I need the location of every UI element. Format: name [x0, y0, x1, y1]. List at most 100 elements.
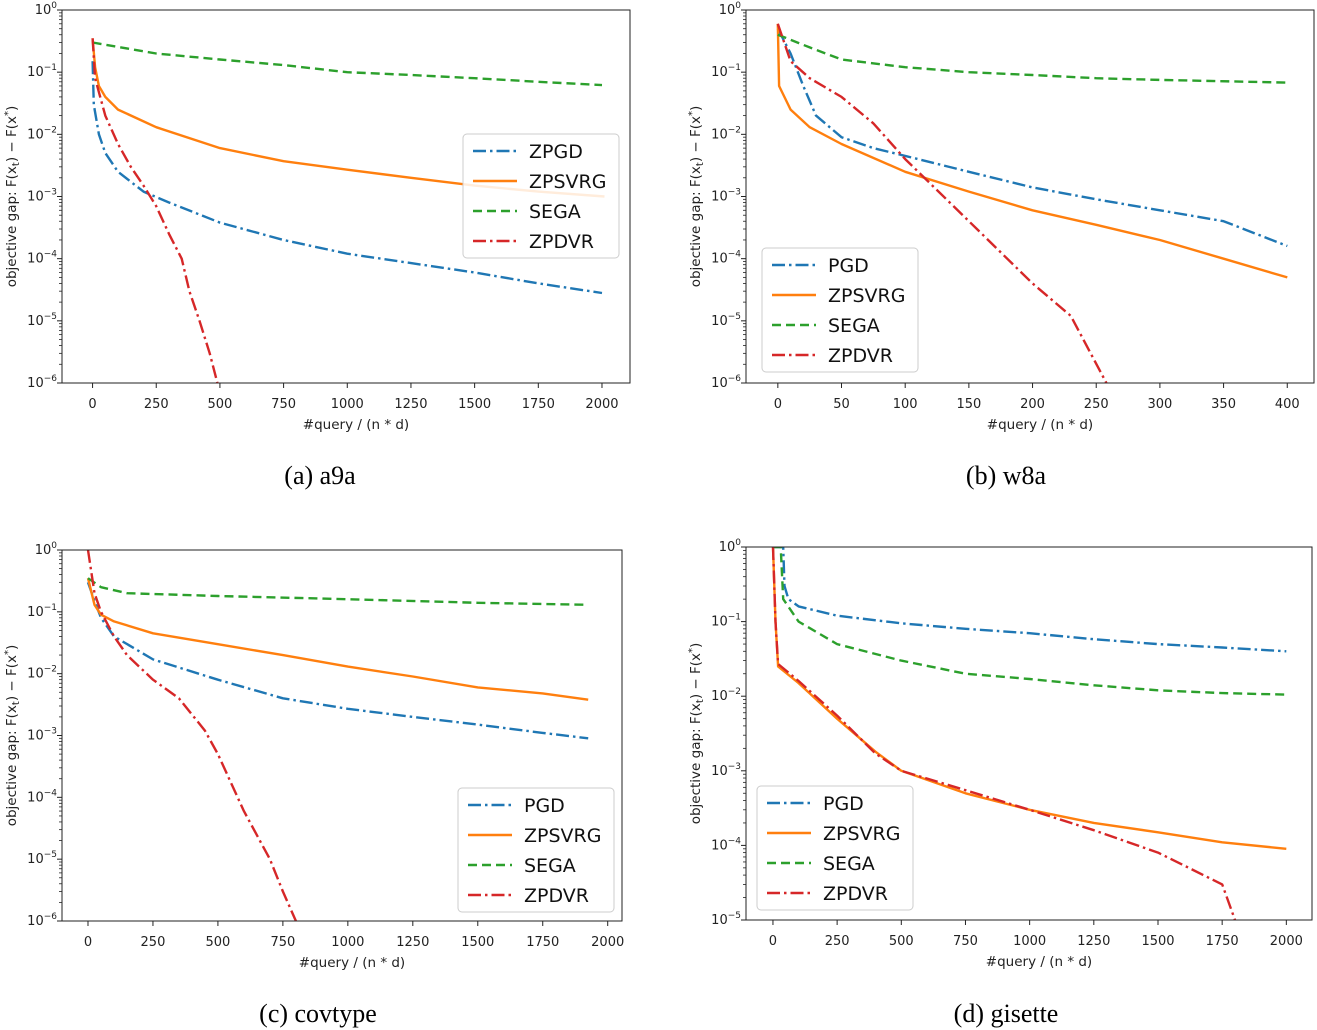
y-tick-label: 10−4: [27, 788, 57, 805]
subplot-caption: (d) gisette: [954, 999, 1059, 1028]
y-tick-base: 10: [711, 689, 728, 704]
y-tick-exponent: −1: [728, 613, 741, 623]
legend-label-sega: SEGA: [828, 315, 880, 337]
y-tick-label: 10−2: [711, 687, 741, 704]
y-tick-exponent: −2: [44, 125, 57, 135]
y-tick-base: 10: [27, 252, 44, 267]
y-tick-label: 10−6: [27, 374, 57, 391]
y-tick-exponent: 0: [735, 1, 741, 11]
legend: ZPGD ZPSVRG SEGA ZPDVR: [462, 133, 620, 259]
y-tick-exponent: −3: [728, 762, 741, 772]
y-tick-exponent: −3: [44, 188, 57, 198]
y-tick-base: 10: [711, 127, 728, 142]
y-tick-label: 100: [35, 1, 58, 18]
x-tick-label: 250: [144, 397, 169, 412]
x-tick-label: 2000: [591, 935, 624, 950]
x-tick-label: 1750: [522, 397, 555, 412]
legend: PGD ZPSVRG SEGA ZPDVR: [761, 247, 919, 373]
legend-label-pgd: PGD: [828, 255, 869, 277]
y-label-sup: *: [687, 648, 698, 653]
y-tick-base: 10: [719, 540, 736, 555]
y-tick-base: 10: [27, 914, 44, 929]
x-tick-label: 1500: [1141, 934, 1174, 949]
y-tick-label: 10−4: [711, 836, 741, 853]
y-tick-exponent: −4: [728, 836, 742, 846]
legend-label-zpsvrg: ZPSVRG: [828, 285, 905, 307]
y-tick-label: 10−3: [27, 188, 57, 205]
x-tick-label: 1000: [1013, 934, 1046, 949]
y-tick-exponent: −3: [728, 188, 741, 198]
legend-label-zpsvrg: ZPSVRG: [524, 825, 601, 847]
y-tick-base: 10: [27, 190, 44, 205]
series-line-pgd: [773, 547, 1287, 653]
y-label-part: objective gap: F(x: [688, 166, 704, 287]
y-tick-base: 10: [711, 913, 728, 928]
y-tick-label: 10−2: [27, 665, 57, 682]
y-tick-exponent: −4: [728, 250, 742, 260]
y-tick-base: 10: [711, 65, 728, 80]
series-line-zpdvr: [91, 38, 219, 383]
x-tick-label: 100: [893, 397, 918, 412]
y-label-part: objective gap: F(x: [688, 703, 704, 824]
series-line-zpdvr: [776, 23, 1108, 383]
x-tick-label: 400: [1275, 397, 1300, 412]
y-tick-label: 10−1: [711, 613, 741, 630]
x-tick-label: 1250: [396, 935, 429, 950]
series-line-zpdvr: [771, 547, 1237, 920]
x-tick-label: 0: [84, 935, 92, 950]
y-tick-label: 10−3: [711, 762, 741, 779]
x-tick-label: 500: [208, 397, 233, 412]
y-tick-base: 10: [27, 65, 44, 80]
y-tick-base: 10: [711, 252, 728, 267]
y-label-part: ) − F(x: [4, 655, 20, 701]
y-axis-label: objective gap: F(xt) − F(x*): [687, 106, 706, 288]
y-tick-exponent: −2: [44, 665, 57, 675]
x-tick-label: 0: [769, 934, 777, 949]
y-tick-label: 10−5: [711, 911, 741, 928]
legend-label-zpgd: ZPGD: [529, 141, 583, 163]
y-label-sub: t: [11, 162, 22, 166]
x-tick-label: 1250: [394, 397, 427, 412]
y-tick-base: 10: [27, 729, 44, 744]
y-label-part: ) − F(x: [688, 116, 704, 162]
y-tick-exponent: −5: [728, 312, 741, 322]
x-tick-label: 150: [956, 397, 981, 412]
y-axis-label: objective gap: F(xt) − F(x*): [3, 645, 22, 827]
y-tick-label: 10−5: [27, 850, 57, 867]
x-axis-label: #query / (n * d): [987, 417, 1093, 433]
series-line-pgd: [86, 581, 589, 740]
legend-box: [462, 133, 620, 259]
y-tick-label: 10−6: [711, 374, 741, 391]
y-tick-label: 100: [719, 1, 742, 18]
x-tick-label: 1500: [461, 935, 494, 950]
legend: PGD ZPSVRG SEGA ZPDVR: [756, 785, 914, 911]
y-label-part: ): [4, 645, 20, 650]
legend-label-zpdvr: ZPDVR: [524, 885, 589, 907]
y-label-part: ) − F(x: [4, 116, 20, 162]
y-label-part: ): [688, 643, 704, 648]
x-tick-label: 50: [833, 397, 850, 412]
y-tick-base: 10: [711, 190, 728, 205]
x-tick-label: 250: [141, 935, 166, 950]
y-tick-label: 10−4: [27, 250, 57, 267]
y-axis-label: objective gap: F(xt) − F(x*): [3, 106, 22, 288]
series-line-sega: [773, 547, 1287, 696]
y-tick-label: 10−2: [711, 125, 741, 142]
x-tick-label: 1500: [458, 397, 491, 412]
y-tick-exponent: −1: [44, 603, 57, 613]
x-tick-label: 300: [1147, 397, 1172, 412]
y-tick-exponent: −3: [44, 727, 57, 737]
y-tick-exponent: 0: [51, 1, 57, 11]
series-line-sega: [87, 577, 589, 606]
series-line-pgd: [776, 28, 1288, 248]
y-tick-label: 10−5: [27, 312, 57, 329]
legend-label-pgd: PGD: [823, 793, 864, 815]
y-tick-label: 10−6: [27, 912, 57, 929]
x-tick-label: 1000: [331, 935, 364, 950]
legend-box: [761, 247, 919, 373]
y-tick-base: 10: [711, 764, 728, 779]
x-tick-label: 1250: [1077, 934, 1110, 949]
subplot-caption: (a) a9a: [284, 461, 356, 490]
subplot-3: 0 250 500 750 1000 1250 1500 1750 200010010−110−…: [3, 541, 624, 1028]
